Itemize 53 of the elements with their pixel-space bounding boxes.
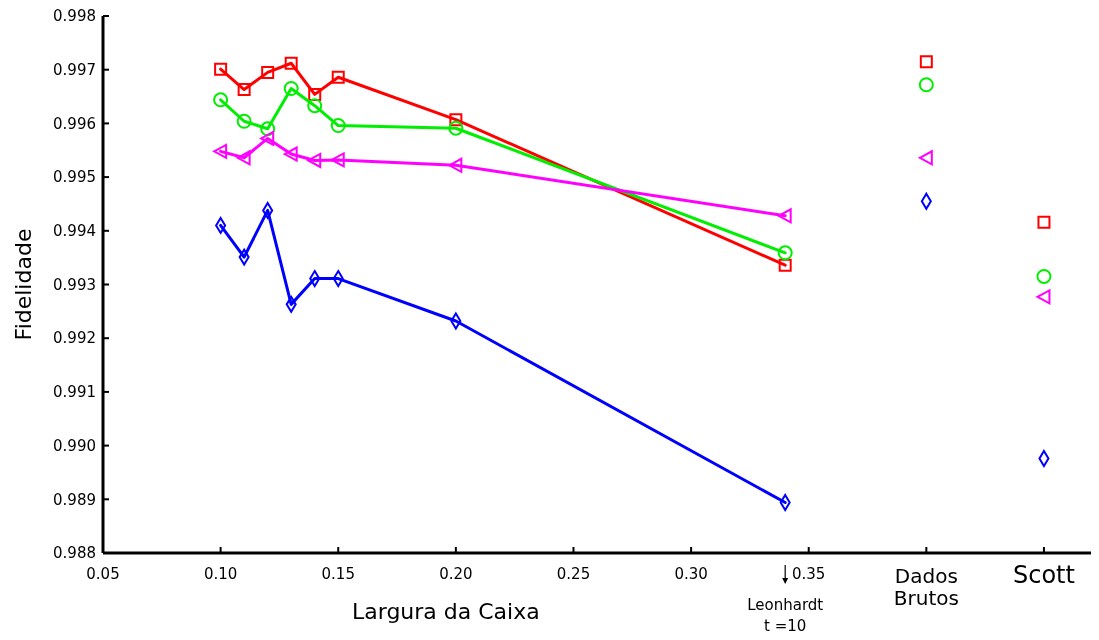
x-tick-label: Dados Brutos bbox=[893, 564, 959, 610]
x-tick-label: 0.05 bbox=[86, 565, 120, 583]
x-axis-title: Largura da Caixa bbox=[351, 599, 540, 624]
point bbox=[778, 258, 792, 272]
y-tick-label: 0.995 bbox=[53, 168, 96, 187]
x-tick-label: Scott bbox=[1012, 561, 1075, 589]
point bbox=[330, 118, 346, 134]
point bbox=[777, 208, 792, 224]
y-tick-label: 0.990 bbox=[53, 436, 96, 455]
y-tick-label: 0.991 bbox=[53, 383, 96, 402]
point bbox=[213, 143, 228, 159]
point bbox=[307, 98, 323, 114]
y-tick-label: 0.998 bbox=[53, 7, 96, 26]
point bbox=[330, 152, 345, 168]
point bbox=[260, 121, 276, 137]
point bbox=[919, 55, 933, 69]
point bbox=[448, 157, 463, 173]
point bbox=[236, 113, 252, 129]
x-tick-label: 0.25 bbox=[556, 565, 591, 583]
y-tick-label: 0.994 bbox=[53, 222, 96, 241]
y-tick-label: 0.997 bbox=[53, 60, 96, 79]
y-tick-label: 0.992 bbox=[53, 329, 96, 348]
point bbox=[918, 150, 933, 166]
x-tick-label: 0.15 bbox=[321, 565, 355, 583]
point bbox=[260, 130, 275, 146]
x-tick-label: 0.35 bbox=[792, 565, 826, 583]
point bbox=[777, 245, 793, 261]
point bbox=[448, 120, 464, 136]
point bbox=[1036, 289, 1051, 305]
point bbox=[284, 56, 298, 70]
text: Leonhardt t =10 bbox=[747, 596, 824, 635]
point bbox=[283, 81, 299, 96]
y-tick-label: 0.989 bbox=[53, 490, 96, 509]
point bbox=[283, 146, 298, 162]
point bbox=[307, 152, 322, 168]
y-axis-title: Fidelidade bbox=[11, 228, 36, 341]
point bbox=[261, 65, 275, 79]
x-tick-label: 0.10 bbox=[203, 565, 238, 583]
point bbox=[237, 83, 251, 97]
point bbox=[449, 113, 463, 127]
point bbox=[1036, 268, 1052, 284]
y-tick-label: 0.993 bbox=[53, 275, 96, 294]
point bbox=[308, 87, 322, 101]
point bbox=[331, 70, 345, 84]
point bbox=[236, 150, 251, 166]
y-tick-label: 0.988 bbox=[53, 544, 96, 563]
y-tick-label: 0.996 bbox=[53, 114, 96, 133]
point bbox=[1037, 215, 1051, 229]
point bbox=[214, 62, 228, 76]
point bbox=[918, 77, 934, 93]
x-tick-label: 0.20 bbox=[439, 565, 473, 583]
x-tick-label: 0.30 bbox=[674, 565, 708, 583]
point bbox=[213, 92, 229, 108]
